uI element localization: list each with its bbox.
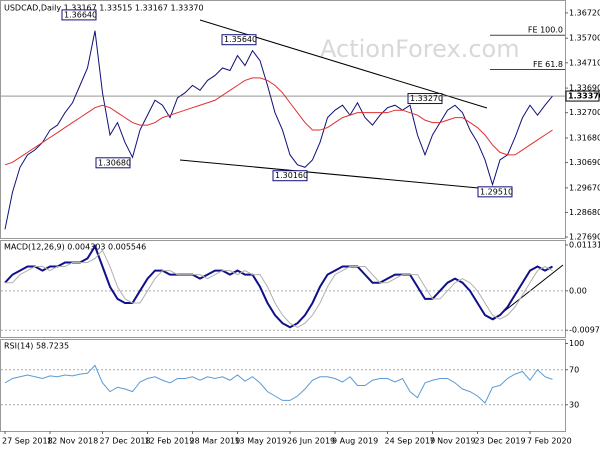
series-line bbox=[4, 77, 553, 166]
level-label: FE 100.0 bbox=[528, 26, 563, 35]
macd-title: MACD(12,26,9) 0.004303 0.005546 bbox=[4, 243, 146, 252]
y-tick-label: 1.35700 bbox=[569, 34, 600, 43]
series-line bbox=[4, 243, 553, 329]
y-tick-label: 100 bbox=[569, 339, 584, 348]
x-tick-label: 12 Feb 2019 bbox=[145, 437, 195, 446]
y-tick-label: 1.31680 bbox=[569, 133, 600, 142]
x-tick-label: 28 Mar 2019 bbox=[190, 437, 241, 446]
price-label-box bbox=[272, 170, 308, 182]
price-label: 1.30680 bbox=[98, 158, 131, 167]
x-tick-label: 9 Aug 2019 bbox=[332, 437, 378, 446]
x-tick-label: 12 Nov 2018 bbox=[47, 437, 98, 446]
y-tick-label: 1.28680 bbox=[569, 208, 600, 217]
price-label-box bbox=[61, 9, 97, 21]
price-title: USDCAD,Daily 1.33167 1.33515 1.33167 1.3… bbox=[4, 4, 204, 13]
x-tick-label: 24 Sep 2019 bbox=[385, 437, 436, 446]
x-tick-label: 13 May 2019 bbox=[235, 437, 287, 446]
price-label: 1.36640 bbox=[64, 10, 97, 19]
x-tick-label: 7 Feb 2020 bbox=[527, 437, 572, 446]
price-label: 1.35640 bbox=[224, 35, 257, 44]
y-tick-label: 1.30690 bbox=[569, 158, 600, 167]
price-label: 1.33270 bbox=[410, 94, 443, 103]
series-line bbox=[4, 364, 553, 404]
y-tick-label: -0.009729 bbox=[569, 326, 600, 335]
trendline bbox=[199, 19, 488, 109]
y-tick-label: 1.32700 bbox=[569, 108, 600, 117]
x-tick-label: 27 Sep 2018 bbox=[2, 437, 53, 446]
price-label-box bbox=[221, 34, 257, 46]
last-price-label: 1.33370 bbox=[568, 92, 600, 101]
watermark: ActionForex.com bbox=[320, 35, 520, 63]
last-price-box bbox=[565, 90, 600, 102]
price-label-box bbox=[95, 157, 131, 169]
x-tick-label: 7 Nov 2019 bbox=[430, 437, 476, 446]
y-tick-label: 1.34710 bbox=[569, 58, 600, 67]
macd-panel bbox=[0, 240, 566, 338]
x-tick-label: 27 Dec 2018 bbox=[100, 437, 151, 446]
y-tick-label: 1.36720 bbox=[569, 8, 600, 17]
series-line bbox=[5, 249, 553, 328]
y-tick-label: 1.33690 bbox=[569, 84, 600, 93]
rsi-title: RSI(14) 58.7235 bbox=[4, 342, 69, 351]
x-tick-label: 26 Jun 2019 bbox=[287, 437, 335, 446]
x-tick-label: 23 Dec 2019 bbox=[475, 437, 526, 446]
y-tick-label: 0.011313 bbox=[569, 240, 600, 249]
level-label: FE 61.8 bbox=[533, 60, 563, 69]
trendline bbox=[179, 159, 501, 191]
price-label: 1.30160 bbox=[275, 171, 308, 180]
price-panel bbox=[0, 0, 566, 239]
price-label: 1.29510 bbox=[480, 187, 513, 196]
y-tick-label: 70 bbox=[569, 365, 579, 374]
y-tick-label: 1.27690 bbox=[569, 233, 600, 242]
y-tick-label: 30 bbox=[569, 400, 579, 409]
price-label-box bbox=[407, 93, 443, 105]
y-tick-label: 0.00 bbox=[569, 286, 587, 295]
series-line bbox=[4, 30, 553, 230]
y-tick-label: 1.29670 bbox=[569, 183, 600, 192]
rsi-panel bbox=[0, 339, 566, 432]
price-label-box bbox=[477, 186, 513, 198]
